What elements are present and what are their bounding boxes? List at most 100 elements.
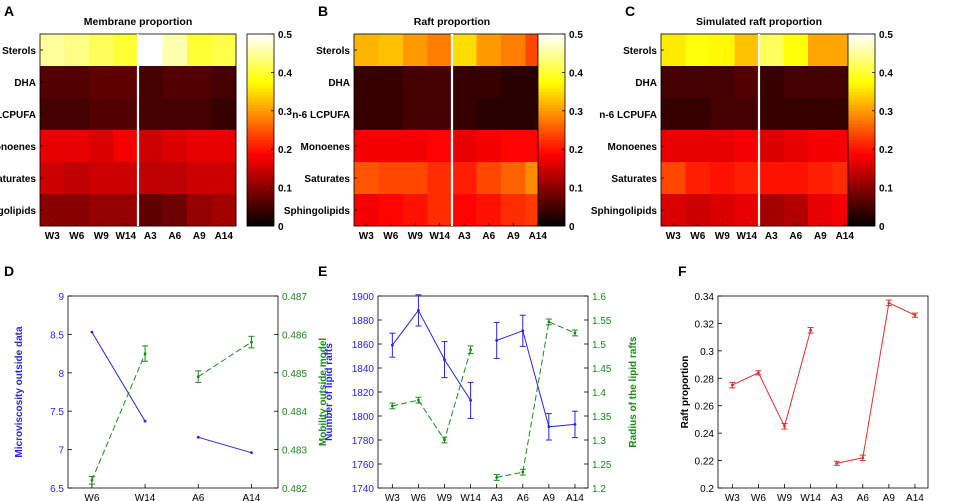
colorbar-segment (247, 184, 274, 189)
colorbar-segment (848, 66, 875, 70)
heatmap-cell (378, 66, 404, 99)
row-label: Saturates (0, 174, 36, 185)
heatmap-cell (710, 130, 735, 163)
y-tick-label: 1860 (352, 340, 375, 351)
heatmap-cell (427, 194, 453, 227)
heatmap-cell (187, 66, 212, 99)
heatmap-cell (452, 98, 477, 131)
panel-letter: F (678, 263, 687, 279)
colorbar-segment (247, 187, 274, 192)
heatmap-cell (378, 98, 404, 131)
colorbar-segment (848, 78, 875, 83)
colorbar-tick-label: 0.1 (278, 184, 292, 195)
x-tick-label: A3 (491, 493, 504, 501)
colorbar-segment (538, 136, 565, 141)
heatmap-cell (734, 98, 760, 131)
colorbar-segment (848, 194, 875, 198)
column-label: W9 (94, 231, 109, 242)
colorbar-tick-label: 0.5 (569, 30, 583, 41)
colorbar-segment (247, 62, 274, 67)
colorbar-segment (848, 200, 875, 205)
colorbar-segment (247, 56, 274, 61)
heatmap-cell (138, 34, 163, 67)
y2-tick-label: 1.55 (592, 316, 612, 327)
column-label: A14 (836, 231, 855, 242)
plot-frame (717, 295, 929, 489)
colorbar-tick-label: 0.3 (278, 107, 292, 118)
y2-tick-label: 1.2 (592, 484, 606, 495)
colorbar-segment (538, 174, 565, 179)
colorbar-segment (848, 219, 875, 224)
colorbar-segment (247, 174, 274, 179)
colorbar-segment (848, 75, 875, 80)
colorbar-segment (848, 213, 875, 217)
data-point (196, 435, 200, 439)
colorbar-segment (848, 94, 875, 99)
heatmap-cell (187, 194, 212, 227)
y2-axis-label: Radius of the lipid rafts (628, 336, 639, 448)
y-axis-label: Raft proportion (680, 356, 691, 429)
colorbar-segment (538, 216, 565, 221)
y-tick-label: 8.5 (50, 330, 64, 341)
heatmap-cell (452, 194, 477, 227)
data-point (495, 339, 499, 342)
y-axis-label: Number of lipid rafts (324, 343, 335, 441)
column-label: A6 (168, 231, 181, 242)
y-tick-label: 0.28 (695, 374, 715, 385)
colorbar-frame (246, 33, 275, 227)
colorbar-segment (538, 219, 565, 224)
colorbar-segment (538, 72, 565, 77)
heatmap-cell (783, 66, 809, 99)
colorbar-tick-label: 0.1 (879, 184, 893, 195)
line-panel-d: D 6.5 7 7.5 8 8.5 9 0.482 0.483 0.484 0.485 0.486 0.… (4, 263, 329, 501)
colorbar-segment (247, 114, 274, 118)
heatmap-cell (476, 130, 502, 163)
heatmap-cell (661, 98, 686, 131)
data-point (521, 470, 525, 474)
colorbar-segment (848, 178, 875, 182)
data-point (495, 476, 499, 479)
colorbar-segment (538, 142, 565, 147)
colorbar-segment (848, 72, 875, 77)
column-label: W6 (383, 231, 398, 242)
heatmap-cell (113, 194, 139, 227)
heatmap-panel-b: B Raft proportion Sterols DHA n-6 LCPUFA Mono… (284, 3, 583, 242)
colorbar-segment (538, 98, 565, 102)
column-label: W3 (666, 231, 681, 242)
heatmap-cell (113, 130, 139, 163)
column-label: W3 (45, 231, 60, 242)
colorbar-segment (848, 158, 875, 163)
heatmap-cell (685, 66, 711, 99)
colorbar-segment (247, 85, 274, 89)
heatmap-cell (162, 98, 188, 131)
heatmap-cell (783, 194, 809, 227)
colorbar-segment (848, 190, 875, 195)
data-point (443, 358, 446, 361)
colorbar-segment (848, 165, 875, 169)
colorbar-segment (247, 139, 274, 144)
colorbar-segment (848, 37, 875, 41)
colorbar-segment (848, 139, 875, 144)
y2-tick-label: 0.485 (282, 369, 307, 380)
colorbar-segment (247, 171, 274, 176)
heatmap-cell (64, 194, 90, 227)
heatmap-cell (476, 34, 502, 67)
heatmap-cell (759, 194, 784, 227)
heatmap-cell (759, 66, 784, 99)
colorbar-segment (538, 146, 565, 150)
colorbar-segment (848, 114, 875, 118)
data-point (90, 478, 94, 482)
data-point (250, 340, 253, 344)
x-tick-label: W6 (411, 493, 426, 501)
colorbar-tick-label: 0.4 (879, 68, 893, 79)
heatmap-cell (685, 194, 711, 227)
heatmap-cell (89, 98, 114, 131)
x-tick-label: A14 (906, 493, 924, 501)
colorbar-segment (538, 197, 565, 201)
data-point (143, 419, 147, 423)
y-tick-label: 8 (58, 369, 64, 380)
heatmap-cell (64, 130, 90, 163)
heatmap-cell (685, 162, 711, 195)
heatmap-title: Simulated raft proportion (696, 16, 822, 28)
heatmap-cell (661, 194, 686, 227)
